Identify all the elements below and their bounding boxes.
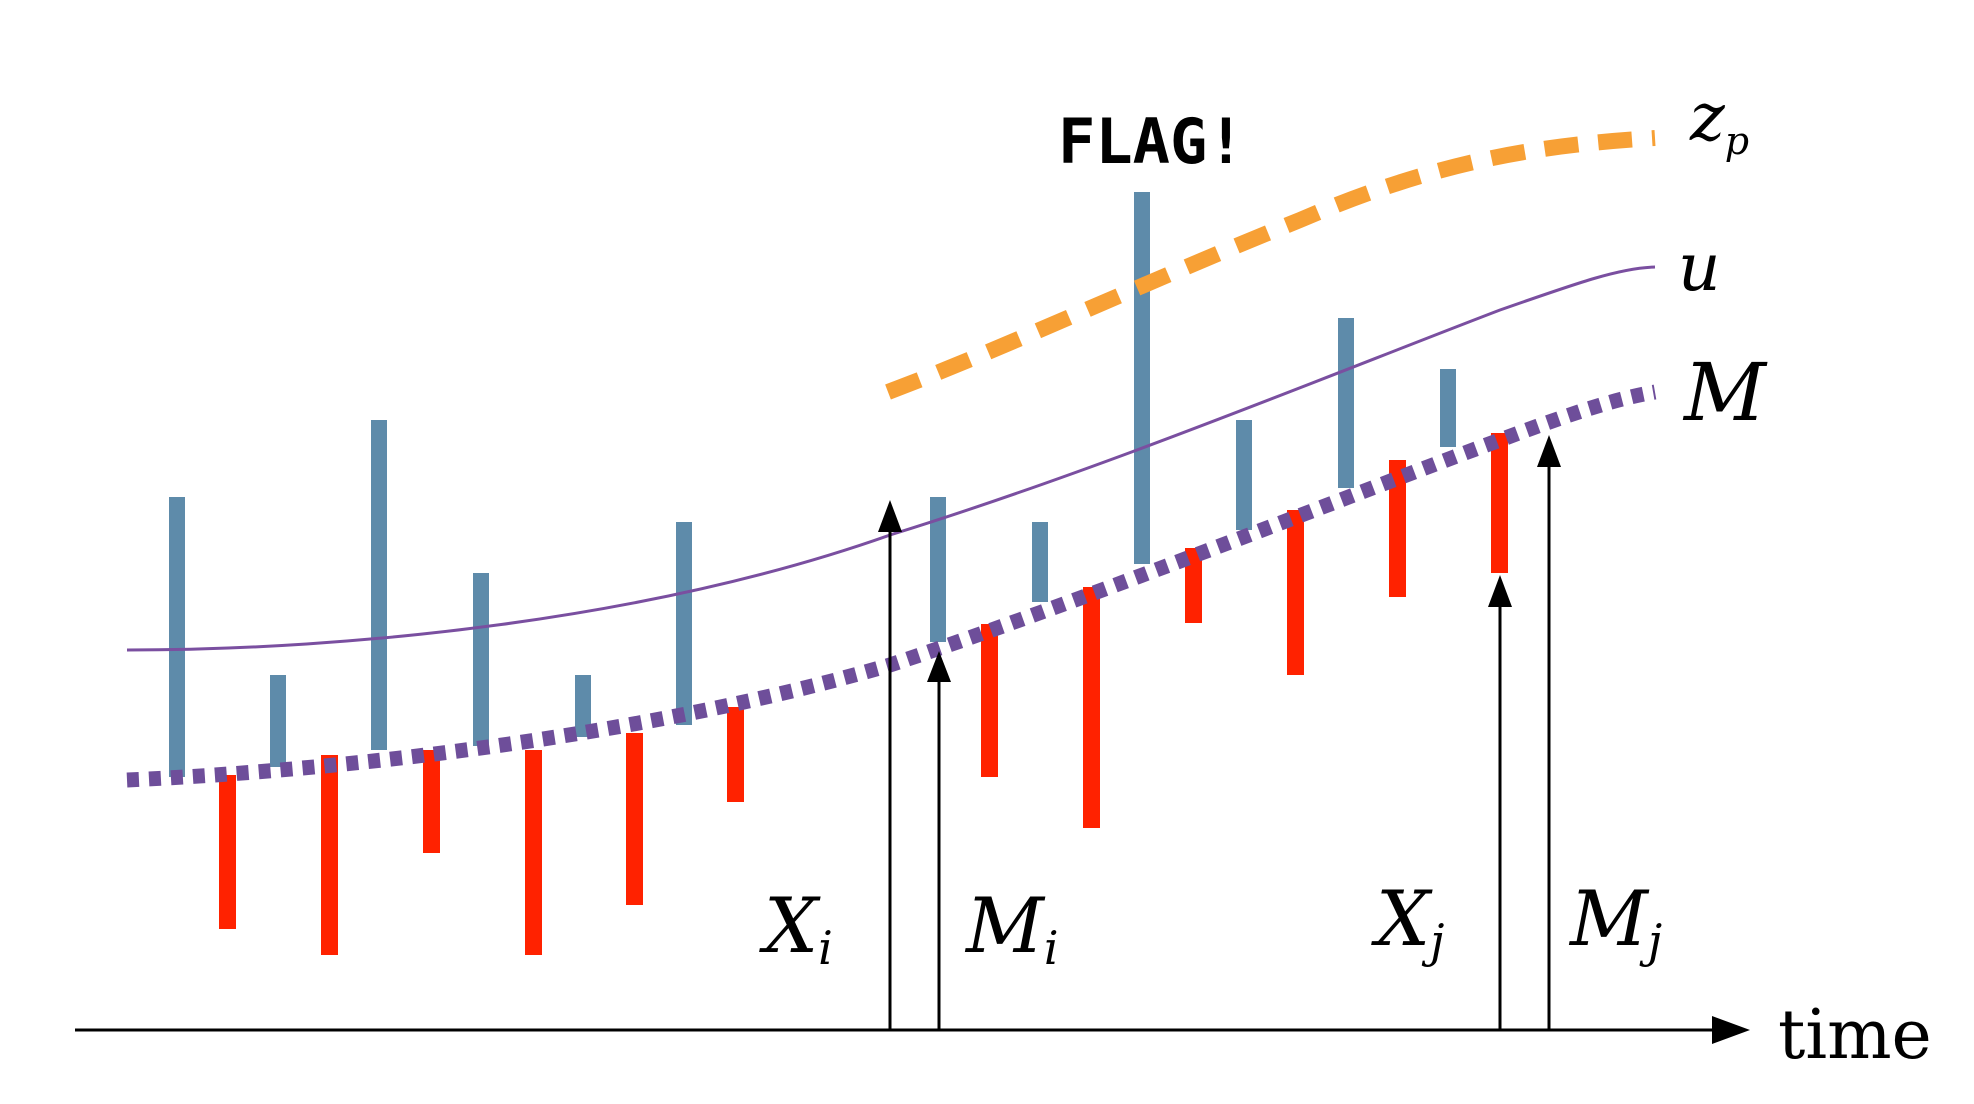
below-bar [981,624,998,777]
mj-arrowhead [1537,435,1561,467]
above-bar [930,497,946,642]
M-curve [126,384,1657,788]
below-bar [626,733,643,905]
above-bar [1440,369,1456,447]
xi-arrowhead [878,500,902,532]
marker-arrows [878,435,1561,1030]
above-bar [1338,318,1354,488]
below-bar [321,755,338,955]
below-bar [1287,510,1304,675]
above-bar [676,522,692,725]
below-bar [1389,460,1406,597]
flag-label: FLAG! [1058,105,1245,178]
above-bar [575,675,591,737]
mi-arrowhead [927,651,951,682]
zp-label: zp [1689,79,1749,163]
below-bar [1491,433,1508,573]
xj-label: Xj [1371,874,1444,968]
below-bar [525,750,542,955]
above-bar [1032,522,1048,602]
xj-arrowhead [1488,575,1512,607]
above-bar [270,675,286,767]
below-mean-bars [219,433,1508,955]
mj-label: Mj [1568,874,1662,968]
below-bar [423,750,440,853]
zp-curve [885,130,1656,400]
M-label: M [1682,346,1768,439]
below-bar [1185,548,1202,623]
u-label: u [1678,229,1721,306]
above-bar [371,420,387,750]
below-bar [1083,587,1100,828]
time-axis-label: time [1778,996,1932,1075]
xi-label: Xi [759,881,833,975]
above-bar [1134,192,1150,564]
u-curve [126,265,1656,652]
below-bar [727,707,744,802]
above-bar [1236,420,1252,530]
above-bar [169,497,185,777]
below-bar [219,775,236,929]
mi-label: Mi [964,881,1059,975]
above-bar [473,573,489,746]
time-axis-arrowhead [1712,1016,1750,1044]
